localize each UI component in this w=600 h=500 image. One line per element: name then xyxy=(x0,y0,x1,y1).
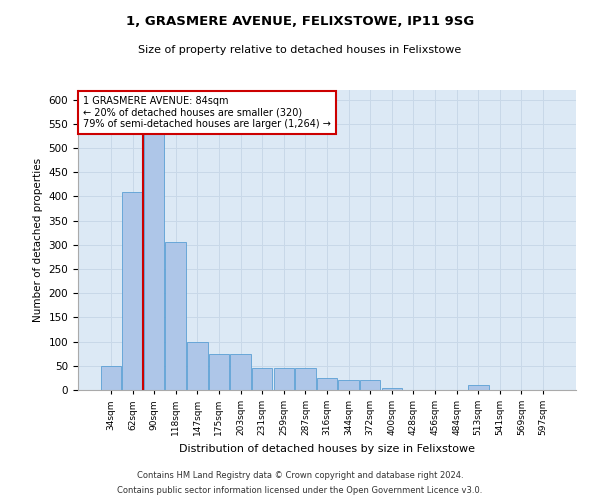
Y-axis label: Number of detached properties: Number of detached properties xyxy=(33,158,43,322)
Bar xyxy=(230,354,251,390)
Bar xyxy=(382,388,402,390)
Bar xyxy=(360,380,380,390)
Bar xyxy=(144,124,164,390)
Bar xyxy=(166,242,186,390)
Bar xyxy=(209,354,229,390)
Text: Size of property relative to detached houses in Felixstowe: Size of property relative to detached ho… xyxy=(139,45,461,55)
Bar xyxy=(187,342,208,390)
Text: 1, GRASMERE AVENUE, FELIXSTOWE, IP11 9SG: 1, GRASMERE AVENUE, FELIXSTOWE, IP11 9SG xyxy=(126,15,474,28)
X-axis label: Distribution of detached houses by size in Felixstowe: Distribution of detached houses by size … xyxy=(179,444,475,454)
Bar xyxy=(317,378,337,390)
Bar xyxy=(252,368,272,390)
Bar xyxy=(468,385,488,390)
Text: Contains public sector information licensed under the Open Government Licence v3: Contains public sector information licen… xyxy=(118,486,482,495)
Bar xyxy=(295,368,316,390)
Bar xyxy=(338,380,359,390)
Bar xyxy=(274,368,294,390)
Text: 1 GRASMERE AVENUE: 84sqm
← 20% of detached houses are smaller (320)
79% of semi-: 1 GRASMERE AVENUE: 84sqm ← 20% of detach… xyxy=(83,96,331,129)
Bar xyxy=(122,192,143,390)
Bar xyxy=(101,366,121,390)
Text: Contains HM Land Registry data © Crown copyright and database right 2024.: Contains HM Land Registry data © Crown c… xyxy=(137,471,463,480)
